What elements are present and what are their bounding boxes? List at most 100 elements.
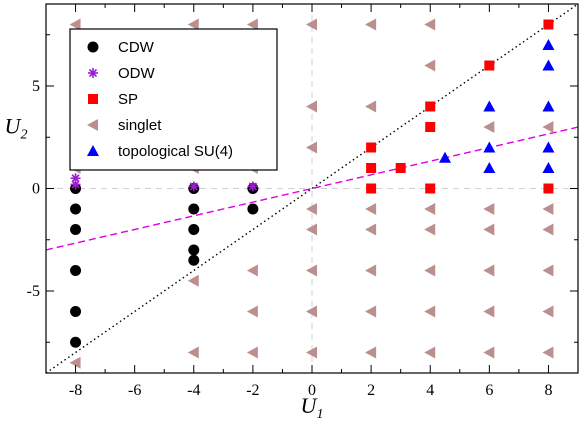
x-tick-label: 4 <box>426 382 434 399</box>
point-singlet <box>424 18 436 31</box>
point-singlet <box>365 223 377 236</box>
point-singlet <box>424 203 436 215</box>
point-singlet <box>542 264 554 277</box>
point-cdw <box>188 203 200 215</box>
y-axis-label: U2 <box>5 114 28 143</box>
reference-lines <box>46 4 578 373</box>
point-sp <box>484 60 495 71</box>
legend-box <box>69 28 278 171</box>
point-topological-su-4 <box>439 151 451 163</box>
point-sp <box>425 101 436 112</box>
legend-label-cdw: CDW <box>118 39 155 56</box>
point-singlet <box>187 18 199 31</box>
point-topological-su-4 <box>542 59 555 71</box>
point-singlet <box>365 264 377 277</box>
point-singlet <box>306 141 317 154</box>
point-singlet <box>483 121 495 133</box>
point-singlet <box>306 203 317 215</box>
legend-label-topological-su-4: topological SU(4) <box>118 143 233 160</box>
point-singlet <box>365 305 377 318</box>
point-singlet <box>187 274 199 287</box>
point-singlet <box>542 346 554 359</box>
point-topological-su-4 <box>542 162 555 173</box>
point-singlet <box>306 223 317 236</box>
point-cdw <box>188 254 200 266</box>
point-singlet <box>483 305 495 318</box>
point-cdw <box>188 244 200 256</box>
point-sp <box>543 19 554 30</box>
legend-marker-topological-su-4 <box>87 145 99 156</box>
point-odw <box>188 181 199 192</box>
point-cdw <box>70 265 82 276</box>
x-tick-label: 8 <box>544 382 552 399</box>
point-singlet <box>246 18 258 31</box>
point-topological-su-4 <box>483 141 496 153</box>
point-topological-su-4 <box>542 100 555 112</box>
y-tick-label: 5 <box>32 78 40 95</box>
y-tick-label: 0 <box>32 181 40 198</box>
point-singlet <box>483 264 495 277</box>
point-odw <box>70 173 81 184</box>
point-singlet <box>365 346 377 359</box>
point-singlet <box>424 59 436 72</box>
point-singlet <box>246 305 258 318</box>
legend-label-odw: ODW <box>118 65 156 82</box>
point-topological-su-4 <box>542 39 555 50</box>
axis-ticks <box>45 4 579 373</box>
legend-marker-odw <box>88 68 98 78</box>
legend-marker-cdw <box>87 41 99 53</box>
point-singlet <box>365 18 377 31</box>
point-singlet <box>542 121 554 133</box>
point-singlet <box>187 346 199 359</box>
point-topological-su-4 <box>483 100 496 112</box>
point-sp <box>543 183 554 194</box>
point-singlet <box>306 346 317 359</box>
point-topological-su-4 <box>542 141 555 153</box>
x-tick-label: -4 <box>187 382 200 399</box>
point-cdw <box>70 306 82 317</box>
point-singlet <box>306 264 317 277</box>
point-singlet <box>246 264 258 277</box>
point-sp <box>366 183 377 194</box>
legend-label-sp: SP <box>118 91 138 108</box>
x-tick-label: -8 <box>69 382 82 399</box>
x-tick-label: 6 <box>485 382 493 399</box>
point-cdw <box>247 203 259 215</box>
legend: CDW ODW SP singlet topological SU(4) <box>69 28 278 171</box>
point-topological-su-4 <box>483 162 496 173</box>
point-singlet <box>424 346 436 359</box>
x-tick-label: 0 <box>308 382 316 399</box>
point-cdw <box>70 336 82 348</box>
point-odw <box>70 179 81 190</box>
point-singlet <box>306 305 317 318</box>
point-odw <box>247 181 258 192</box>
point-cdw <box>70 224 82 235</box>
point-sp <box>366 163 377 173</box>
point-sp <box>395 163 406 173</box>
point-singlet <box>306 18 317 31</box>
point-singlet <box>483 346 495 359</box>
point-singlet <box>365 203 377 215</box>
point-singlet <box>306 100 317 113</box>
point-cdw <box>70 203 82 215</box>
point-singlet <box>483 203 495 215</box>
point-singlet <box>246 346 258 359</box>
legend-marker-singlet <box>87 119 98 131</box>
point-singlet <box>69 356 81 369</box>
legend-label-singlet: singlet <box>118 117 162 134</box>
point-sp <box>425 122 436 132</box>
point-singlet <box>424 223 436 236</box>
x-axis-label: U1 <box>301 393 324 422</box>
point-sp <box>366 142 377 153</box>
point-singlet <box>483 223 495 236</box>
tick-labels: -8 -6 -4 -2 0 2 4 6 8 -5 0 5 <box>27 78 553 399</box>
point-singlet <box>365 100 377 113</box>
point-singlet <box>542 203 554 215</box>
point-singlet <box>542 223 554 236</box>
point-cdw <box>188 224 200 235</box>
point-singlet <box>542 305 554 318</box>
legend-marker-sp <box>88 94 98 104</box>
point-singlet <box>424 264 436 277</box>
point-sp <box>425 183 436 194</box>
